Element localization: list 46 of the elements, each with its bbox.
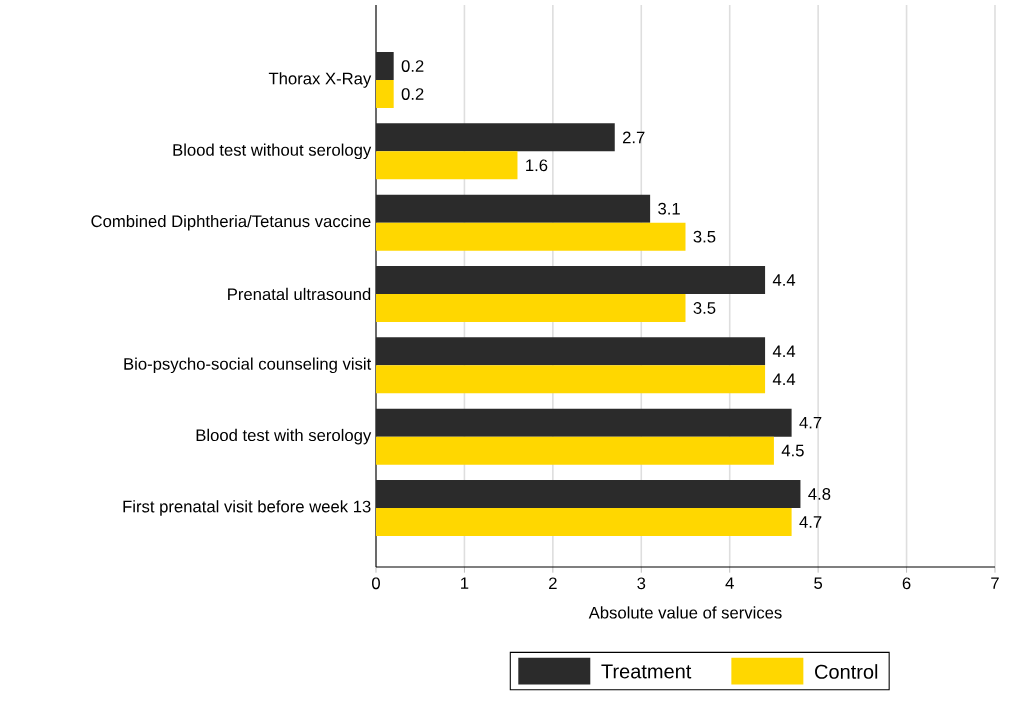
data-label: 4.5	[781, 444, 804, 457]
x-tick-label: 7	[991, 577, 999, 589]
data-label: 4.7	[799, 416, 822, 429]
bar	[376, 123, 615, 152]
y-tick-label: Bio-psycho-social counseling visit	[124, 357, 372, 374]
data-label: 0.2	[401, 88, 424, 100]
y-tick-label: Prenatal ultrasound	[228, 287, 371, 301]
data-label: 4.4	[772, 345, 796, 358]
bar	[376, 337, 766, 366]
bar	[376, 479, 801, 508]
x-tick-label: 3	[637, 577, 646, 590]
data-label: 3.5	[693, 302, 716, 314]
x-tick-label: 0	[372, 577, 380, 590]
bar	[376, 194, 651, 223]
bar	[376, 151, 518, 180]
y-tick-label: Combined Diphtheria/Tetanus vaccine	[91, 214, 371, 231]
legend-label: Treatment	[601, 664, 692, 679]
bar	[376, 293, 686, 322]
data-label: 4.4	[772, 373, 796, 386]
data-label: 4.8	[808, 488, 831, 500]
bar	[376, 408, 792, 437]
y-tick-label: Blood test without serology	[173, 143, 372, 160]
x-tick-label: 6	[902, 577, 911, 590]
bar	[376, 436, 774, 465]
data-label: 1.6	[526, 159, 548, 172]
bar	[376, 265, 766, 294]
bar	[376, 365, 766, 394]
y-tick-label: Blood test with serology	[196, 428, 372, 445]
legend-label: Control	[815, 664, 878, 679]
x-tick-label: 5	[814, 577, 823, 590]
x-tick-label: 2	[549, 577, 557, 590]
data-label: 4.4	[772, 274, 796, 286]
bar	[376, 222, 686, 251]
bar	[376, 52, 394, 81]
data-label: 0.2	[401, 60, 424, 72]
data-label: 4.7	[799, 516, 822, 528]
x-axis-title: Absolute value of services	[588, 606, 782, 619]
bar	[376, 507, 792, 536]
x-tick-label: 1	[461, 577, 469, 589]
y-tick-label: First prenatal visit before week 13	[123, 500, 371, 516]
data-label: 3.1	[658, 202, 680, 215]
data-label: 3.5	[693, 230, 716, 243]
y-tick-label: Thorax X-Ray	[268, 72, 372, 88]
bar	[376, 80, 394, 109]
data-label: 2.7	[622, 131, 645, 144]
x-tick-label: 4	[725, 577, 734, 589]
